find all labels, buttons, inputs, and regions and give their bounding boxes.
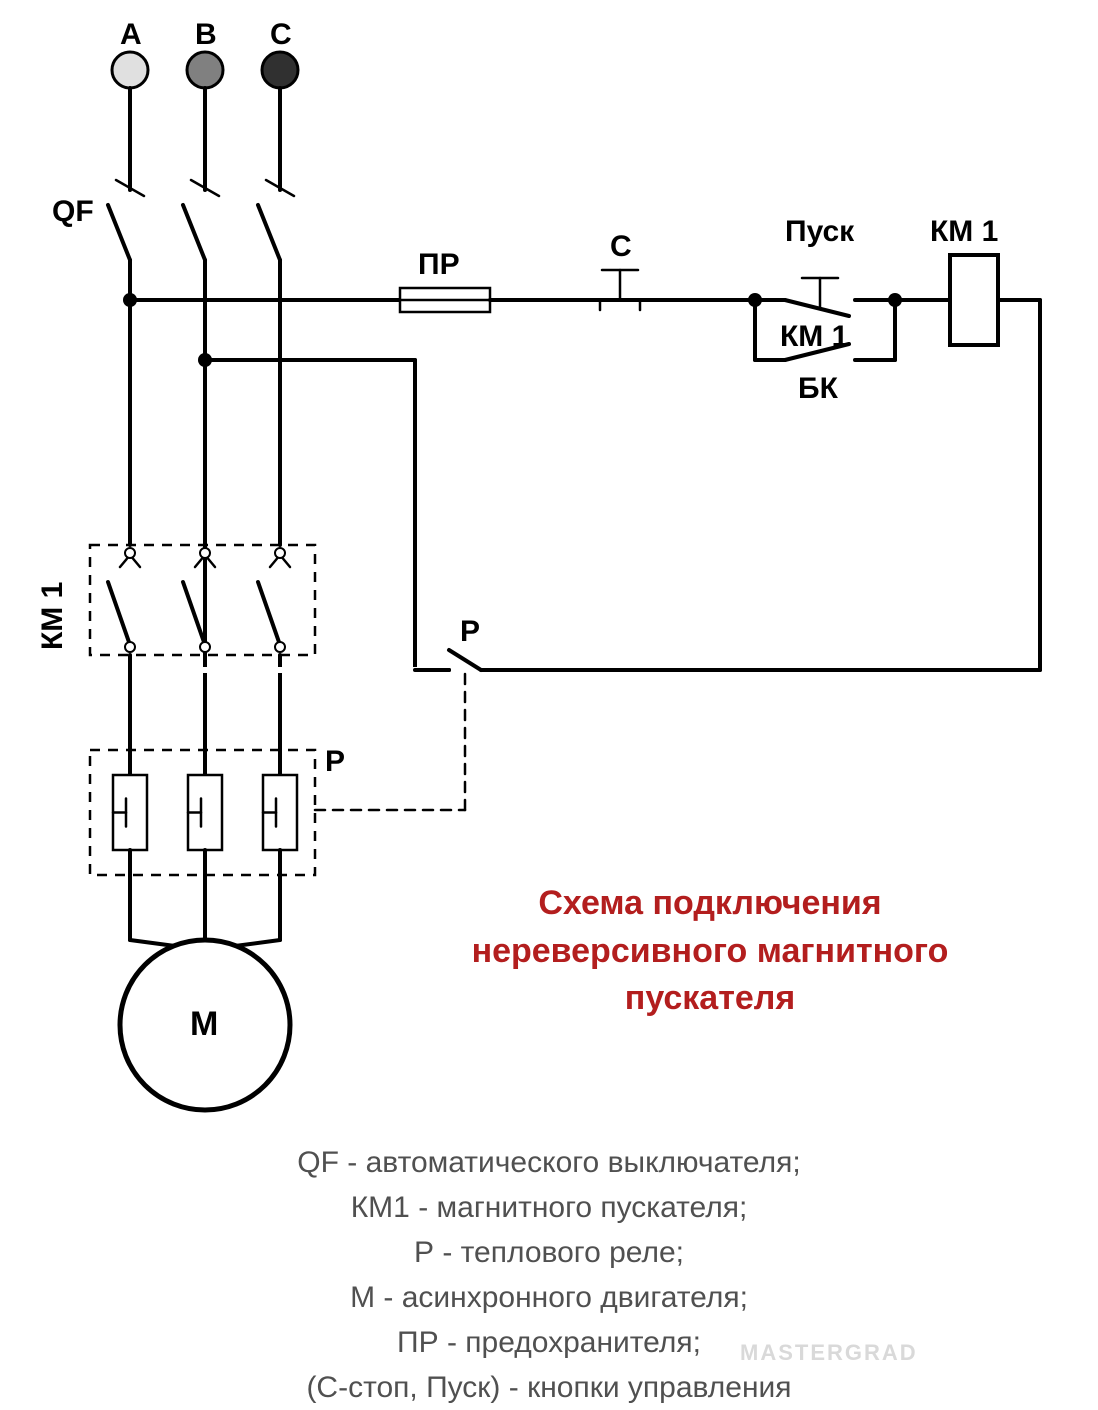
label-bk: БК bbox=[798, 372, 838, 406]
label-km1-contactor: КМ 1 bbox=[36, 582, 70, 650]
title-line-2: нереверсивного магнитного bbox=[430, 928, 990, 976]
label-phase-a: A bbox=[120, 18, 142, 52]
label-p-control: Р bbox=[460, 615, 480, 649]
label-phase-c: C bbox=[270, 18, 292, 52]
legend-block: QF - автоматического выключателя; КМ1 - … bbox=[0, 1140, 1098, 1410]
legend-line-4: М - асинхронного двигателя; bbox=[0, 1275, 1098, 1320]
label-km1-coil: КМ 1 bbox=[930, 215, 998, 249]
watermark: MASTERGRAD bbox=[740, 1340, 918, 1366]
title-line-3: пускателя bbox=[430, 975, 990, 1023]
diagram-stage: A B C QF ПР С Пуск КМ 1 КМ 1 БК КМ 1 Р Р… bbox=[0, 0, 1098, 1380]
legend-line-1: QF - автоматического выключателя; bbox=[0, 1140, 1098, 1185]
title-block: Схема подключения нереверсивного магнитн… bbox=[430, 880, 990, 1023]
label-pusk: Пуск bbox=[785, 215, 854, 249]
legend-line-5: ПР - предохранителя; bbox=[0, 1320, 1098, 1365]
label-qf: QF bbox=[52, 195, 94, 229]
label-km1-aux: КМ 1 bbox=[780, 320, 848, 354]
label-pr: ПР bbox=[418, 248, 460, 282]
label-p-relay: Р bbox=[325, 745, 345, 779]
legend-line-2: КМ1 - магнитного пускателя; bbox=[0, 1185, 1098, 1230]
legend-line-3: Р - теплового реле; bbox=[0, 1230, 1098, 1275]
label-m: М bbox=[190, 1005, 218, 1044]
label-c-stop: С bbox=[610, 230, 632, 264]
label-phase-b: B bbox=[195, 18, 217, 52]
title-line-1: Схема подключения bbox=[430, 880, 990, 928]
legend-line-6: (С-стоп, Пуск) - кнопки управления bbox=[0, 1365, 1098, 1410]
